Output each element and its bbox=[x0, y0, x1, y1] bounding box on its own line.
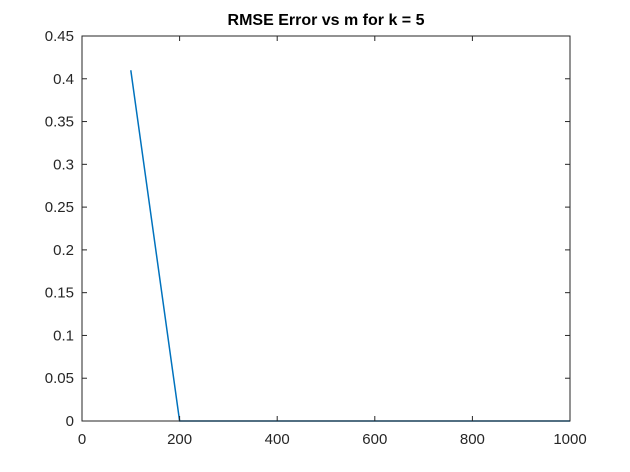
axes-box bbox=[81, 35, 571, 422]
plot-area bbox=[82, 36, 570, 421]
y-tick-label: 0.05 bbox=[45, 370, 74, 387]
y-tick-label: 0.45 bbox=[45, 28, 74, 45]
x-axis: 0 200 400 600 800 1000 bbox=[78, 36, 587, 448]
y-tick-label: 0 bbox=[66, 413, 74, 430]
y-tick-label: 0.4 bbox=[53, 71, 74, 88]
y-axis: 0 0.05 0.1 0.15 0.2 0.25 0.3 0.35 0.4 0.45 bbox=[45, 28, 570, 430]
x-tick-label: 0 bbox=[78, 431, 86, 448]
chart-title: RMSE Error vs m for k = 5 bbox=[228, 12, 425, 29]
x-tick-label: 800 bbox=[460, 431, 485, 448]
y-tick-label: 0.2 bbox=[53, 242, 74, 259]
y-tick-label: 0.1 bbox=[53, 327, 74, 344]
x-tick-label: 200 bbox=[167, 431, 192, 448]
y-tick-label: 0.15 bbox=[45, 285, 74, 302]
x-tick-label: 1000 bbox=[553, 431, 586, 448]
y-tick-label: 0.35 bbox=[45, 114, 74, 131]
x-tick-label: 600 bbox=[362, 431, 387, 448]
y-tick-label: 0.3 bbox=[53, 156, 74, 173]
y-tick-label: 0.25 bbox=[45, 199, 74, 216]
x-tick-label: 400 bbox=[265, 431, 290, 448]
